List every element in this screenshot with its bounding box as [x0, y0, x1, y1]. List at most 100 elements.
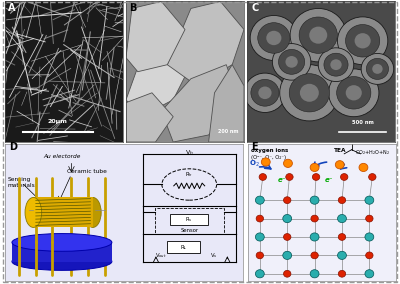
Circle shape	[280, 65, 339, 121]
Polygon shape	[162, 65, 238, 142]
Circle shape	[365, 196, 374, 204]
Text: (O²⁻, O⁻, O₂⁻): (O²⁻, O⁻, O₂⁻)	[251, 155, 286, 160]
Circle shape	[338, 214, 346, 223]
Text: V$_s$: V$_s$	[210, 251, 218, 260]
Circle shape	[311, 252, 318, 259]
Text: e⁻: e⁻	[325, 178, 334, 183]
Circle shape	[324, 53, 348, 76]
Circle shape	[338, 197, 346, 204]
Circle shape	[256, 252, 264, 259]
Text: Au electorde: Au electorde	[43, 154, 81, 159]
Text: CO$_2$+H$_2$O+N$_2$: CO$_2$+H$_2$O+N$_2$	[354, 148, 390, 157]
Circle shape	[312, 174, 320, 180]
Circle shape	[359, 163, 368, 172]
Circle shape	[258, 23, 290, 53]
Circle shape	[330, 59, 342, 70]
Polygon shape	[12, 243, 112, 262]
Text: oxygen ions: oxygen ions	[251, 148, 288, 153]
Circle shape	[290, 9, 346, 62]
Circle shape	[310, 196, 319, 204]
Circle shape	[335, 161, 344, 169]
Circle shape	[259, 174, 266, 180]
Text: E: E	[251, 142, 258, 152]
Text: e⁻: e⁻	[278, 178, 286, 183]
Polygon shape	[126, 27, 194, 117]
Circle shape	[366, 59, 388, 80]
Text: V$_h$: V$_h$	[185, 148, 194, 157]
Text: TEA: TEA	[334, 148, 346, 153]
Circle shape	[286, 174, 293, 180]
Circle shape	[283, 251, 292, 260]
Circle shape	[310, 163, 319, 172]
Circle shape	[311, 215, 318, 222]
Polygon shape	[126, 93, 173, 142]
Circle shape	[338, 17, 388, 65]
Circle shape	[255, 196, 264, 204]
Text: C: C	[252, 3, 259, 13]
Text: V$_{out}$: V$_{out}$	[155, 251, 166, 260]
Ellipse shape	[84, 197, 101, 227]
Circle shape	[272, 44, 311, 80]
Text: R$_s$: R$_s$	[186, 216, 193, 224]
Bar	[170, 214, 208, 225]
Circle shape	[278, 49, 305, 74]
Circle shape	[250, 15, 298, 60]
Circle shape	[309, 27, 327, 44]
Circle shape	[251, 80, 279, 106]
Text: A: A	[8, 3, 16, 13]
Ellipse shape	[12, 233, 112, 251]
Circle shape	[284, 233, 291, 240]
Circle shape	[255, 233, 264, 241]
Circle shape	[338, 233, 346, 240]
Polygon shape	[126, 1, 185, 72]
Circle shape	[361, 53, 394, 84]
Circle shape	[289, 74, 330, 112]
Circle shape	[318, 48, 354, 82]
Circle shape	[337, 77, 371, 109]
Text: O$_2$: O$_2$	[250, 159, 260, 169]
Polygon shape	[209, 65, 244, 142]
Text: 500 nm: 500 nm	[352, 120, 374, 125]
Circle shape	[338, 270, 346, 277]
Circle shape	[256, 215, 264, 222]
Circle shape	[328, 69, 379, 117]
Text: R$_L$: R$_L$	[180, 243, 187, 252]
Circle shape	[284, 197, 291, 204]
Circle shape	[354, 33, 371, 49]
Text: 200 nm: 200 nm	[218, 129, 238, 133]
Text: Sensor: Sensor	[180, 228, 198, 233]
Circle shape	[244, 73, 286, 112]
Circle shape	[369, 174, 376, 180]
Circle shape	[286, 56, 298, 68]
Text: D: D	[10, 142, 18, 152]
Circle shape	[310, 233, 319, 241]
Circle shape	[340, 174, 348, 180]
Text: Ceramic tube: Ceramic tube	[67, 169, 106, 174]
Circle shape	[366, 215, 373, 222]
Circle shape	[365, 270, 374, 278]
Polygon shape	[33, 197, 93, 227]
Circle shape	[372, 64, 383, 74]
Circle shape	[365, 233, 374, 241]
Circle shape	[283, 214, 292, 223]
Circle shape	[266, 31, 282, 45]
Circle shape	[261, 158, 270, 166]
Text: R$_h$: R$_h$	[185, 170, 193, 179]
Ellipse shape	[12, 253, 112, 270]
Circle shape	[338, 251, 346, 260]
Bar	[167, 241, 200, 253]
Polygon shape	[167, 1, 244, 86]
Circle shape	[284, 270, 291, 277]
Circle shape	[310, 270, 319, 278]
Circle shape	[258, 87, 272, 99]
Circle shape	[255, 270, 264, 278]
Circle shape	[346, 24, 380, 57]
Text: 20μm: 20μm	[48, 119, 68, 124]
Circle shape	[366, 252, 373, 259]
Circle shape	[284, 159, 292, 168]
Text: Sensing
materials: Sensing materials	[7, 177, 35, 188]
Ellipse shape	[25, 197, 42, 227]
Text: B: B	[130, 3, 137, 13]
Circle shape	[300, 84, 319, 102]
Circle shape	[299, 17, 337, 53]
